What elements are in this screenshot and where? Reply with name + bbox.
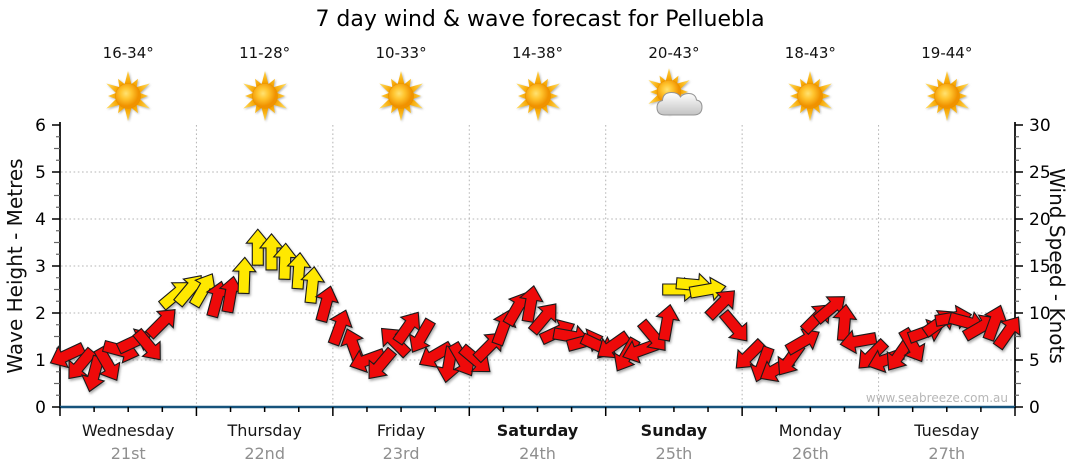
sun-cloud-icon [648,68,703,116]
wind-tick-label: 20 [1029,210,1051,230]
wave-tick-label: 3 [35,257,46,277]
wind-arrow [132,327,161,361]
wind-arrow [231,256,257,295]
time-axis-ticks [59,407,1016,416]
wind-arrow [272,242,298,281]
wind-arrow [144,309,176,340]
gridlines [61,125,1014,407]
wind-arrow [704,290,736,321]
wind-arrow [898,326,926,363]
wave-tick-label: 2 [35,304,46,324]
wind-arrow [286,251,312,290]
date-label: 21st [110,444,146,463]
wave-axis-tick-labels: 0 1 2 3 4 5 6 [35,116,46,418]
date-label: 24th [519,444,556,463]
wind-arrow [245,228,271,266]
sun-icon [106,71,150,121]
wind-arrow [380,327,412,359]
sun-icon [379,71,423,121]
date-label: 25th [655,444,693,463]
wind-arrow [93,345,121,382]
wave-axis-title: Wave Height - Metres [3,158,27,374]
wave-tick-label: 6 [35,116,46,136]
wind-arrow [735,337,767,369]
wind-tick-label: 5 [1029,351,1040,371]
wind-axis-ticks [1015,124,1023,408]
wind-arrow [327,309,353,347]
wind-axis-title: Wind Speed - Knots [1045,168,1069,364]
wind-arrow [368,346,398,380]
wind-arrow [258,233,285,271]
date-label: 27th [928,444,966,463]
temp-range: 19-44° [921,44,973,62]
wind-arrow [982,304,1008,342]
date-label: 23rd [382,444,420,463]
date-label: 22nd [244,444,285,463]
wind-arrow-series [49,228,1021,393]
day-label: Thursday [227,421,302,440]
wave-tick-label: 0 [35,398,46,418]
wind-tick-label: 0 [1029,398,1040,418]
wind-arrow [518,285,544,323]
wind-arrow [68,346,98,380]
chart-title: 7 day wind & wave forecast for Pelluebla [315,7,765,32]
wind-tick-label: 25 [1029,163,1051,183]
wind-arrow [392,311,421,346]
temp-range: 11-28° [239,44,291,62]
wind-arrow [418,340,455,368]
wave-tick-label: 5 [35,163,46,183]
wind-arrow [992,316,1021,351]
date-label: 26th [791,444,829,463]
wind-arrow [49,341,87,369]
wind-arrow [188,273,216,309]
temp-range: 20-43° [648,44,700,62]
watermark: www.seabreeze.com.au [865,391,1008,405]
wind-arrow [784,328,820,356]
cloud [656,91,703,116]
day-label: Friday [376,421,426,440]
wind-arrow [80,354,106,393]
day-label: Sunday [640,421,708,440]
wind-arrow [718,309,748,342]
temp-range: 18-43° [784,44,836,62]
wind-arrow [408,317,437,353]
wind-tick-label: 10 [1029,304,1051,324]
wind-arrow [314,285,340,324]
sun-icon [243,71,287,121]
sun-icon [788,71,832,121]
wind-arrow [812,296,846,325]
temp-range: 16-34° [102,44,154,62]
wind-axis-tick-labels: 0 5 10 15 20 25 30 [1029,116,1051,418]
temp-range: 10-33° [375,44,427,62]
wind-arrow [349,347,387,374]
sun-icon [516,71,560,121]
day-label: Tuesday [914,421,980,440]
wind-tick-label: 30 [1029,116,1051,136]
wave-tick-label: 1 [35,351,46,371]
wind-arrow [655,303,681,342]
wind-tick-label: 15 [1029,257,1051,277]
sun-icon [925,71,969,121]
wind-arrow [597,330,632,359]
wind-arrow [300,266,326,304]
day-label: Monday [778,421,842,440]
day-label: Saturday [496,421,579,440]
wind-arrow [839,329,878,355]
temp-range: 14-38° [511,44,564,62]
wind-arrow [527,303,557,336]
wave-tick-label: 4 [35,210,46,230]
day-label: Wednesday [81,421,175,440]
